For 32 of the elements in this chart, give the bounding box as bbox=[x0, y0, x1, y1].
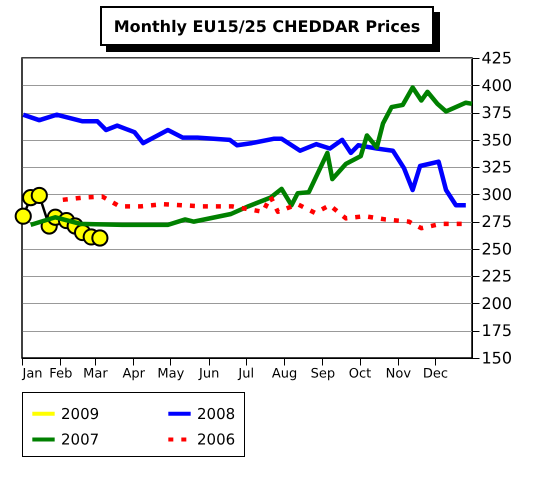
chart-title: Monthly EU15/25 CHEDDAR Prices bbox=[100, 6, 434, 46]
x-tick-label: Oct bbox=[348, 366, 372, 382]
y-tick-label: 175 bbox=[482, 321, 512, 340]
x-tick-label: Jul bbox=[237, 366, 254, 382]
y-tick-label: 150 bbox=[482, 348, 512, 368]
x-tick-label: Mar bbox=[83, 366, 108, 382]
x-tick-label: Apr bbox=[122, 366, 146, 382]
x-tick-label: Aug bbox=[272, 366, 298, 382]
x-tick-label: Sep bbox=[310, 366, 336, 382]
y-tick-label: 350 bbox=[482, 130, 512, 150]
x-tick-label: Jan bbox=[22, 366, 43, 382]
x-tick-label: Nov bbox=[386, 366, 412, 382]
y-tick-label: 375 bbox=[482, 103, 512, 122]
legend-label: 2008 bbox=[197, 404, 236, 423]
y-tick-label: 300 bbox=[482, 184, 512, 204]
point bbox=[91, 229, 108, 247]
y-tick-label: 275 bbox=[482, 212, 512, 232]
x-tick-label: May bbox=[157, 366, 185, 382]
legend-label: 2009 bbox=[61, 404, 100, 423]
y-tick-label: 325 bbox=[482, 158, 512, 177]
y-tick-label: 400 bbox=[482, 76, 512, 95]
y-tick-label: 200 bbox=[482, 294, 512, 313]
legend-label: 2006 bbox=[197, 430, 236, 448]
x-tick-label: Dec bbox=[422, 366, 448, 382]
x-tick-label: Jun bbox=[198, 366, 220, 382]
point bbox=[30, 186, 48, 204]
y-tick-label: 250 bbox=[482, 239, 512, 258]
y-tick-label: 425 bbox=[482, 48, 512, 68]
x-tick-label: Feb bbox=[49, 366, 72, 382]
point bbox=[14, 208, 32, 225]
legend-label: 2007 bbox=[61, 430, 100, 448]
y-tick-label: 225 bbox=[482, 266, 512, 286]
